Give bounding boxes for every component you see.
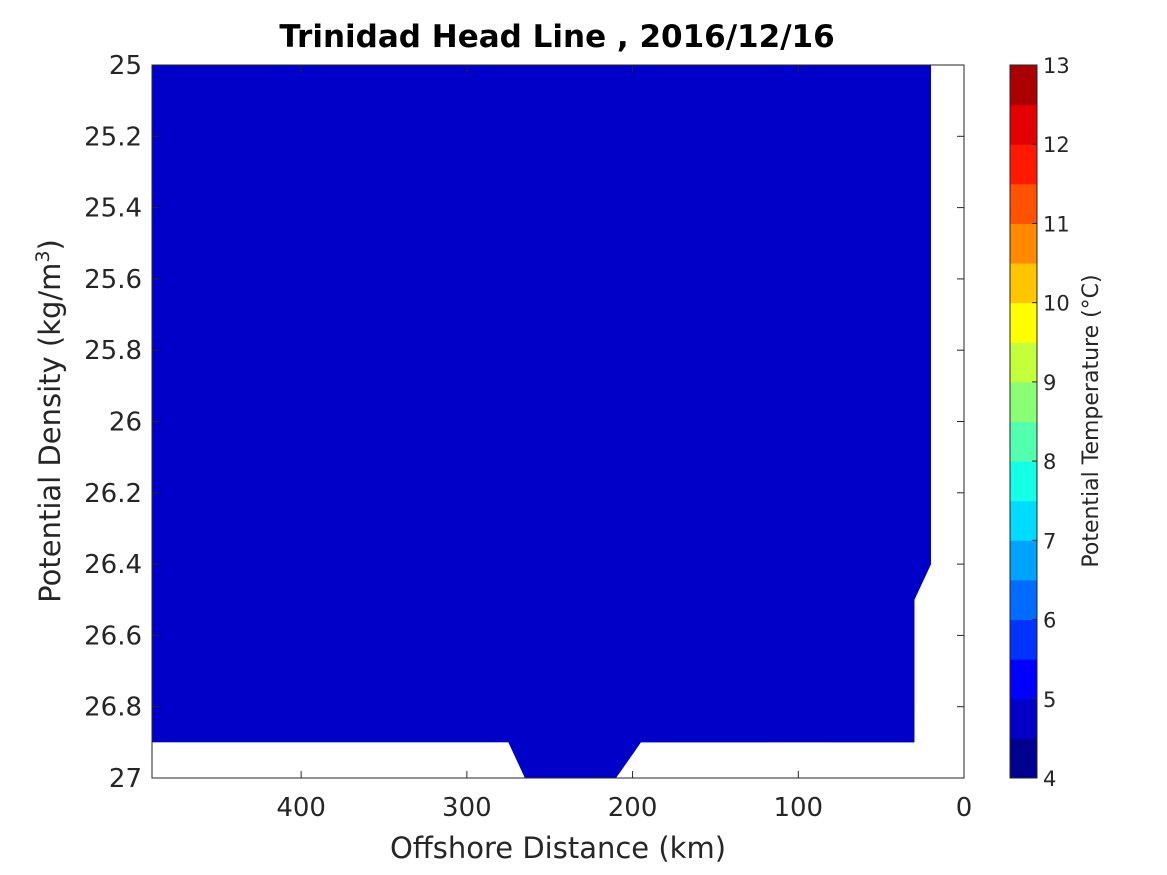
y-tick-label: 26.8 (84, 693, 142, 723)
colorbar-tick-label: 11 (1043, 212, 1070, 236)
x-tick-label: 0 (956, 793, 973, 823)
colorbar-tick-label: 7 (1043, 529, 1056, 553)
colorbar-swatch (1010, 619, 1037, 660)
y-tick-label: 25.2 (84, 122, 142, 152)
colorbar-swatch (1010, 698, 1037, 739)
colorbar-tick-label: 10 (1043, 292, 1070, 316)
colorbar-tick-label: 13 (1043, 54, 1070, 78)
colorbar-swatch (1010, 381, 1037, 422)
y-axis-label-main: Potential Density (kg/m (33, 263, 67, 603)
colorbar-swatch (1010, 540, 1037, 581)
colorbar-swatch (1010, 738, 1037, 779)
colorbar-swatch (1010, 223, 1037, 264)
x-tick-label: 200 (608, 793, 658, 823)
colorbar-frame (1009, 64, 1038, 779)
y-tick-label: 27 (109, 764, 142, 794)
contour-fills (152, 65, 931, 778)
colorbar-ticks: 4 5 6 7 8 9 10 11 12 13 (1032, 54, 1070, 791)
y-tick-label: 26.6 (84, 621, 142, 651)
colorbar-tick-label: 6 (1043, 609, 1056, 633)
y-axis-label-superscript: 3 (32, 250, 54, 262)
colorbar-tick-label: 4 (1043, 767, 1056, 791)
y-tick-label: 26.2 (84, 479, 142, 509)
x-axis: 400 300 200 100 0 (276, 65, 972, 823)
colorbar (1010, 65, 1037, 779)
colorbar-swatch (1010, 500, 1037, 541)
chart-title: Trinidad Head Line , 2016/12/16 (279, 19, 834, 55)
y-axis: 25 25.2 25.4 25.6 25.8 26 26.2 26.4 26.6 26.8 27 (84, 51, 964, 794)
y-tick-label: 25.4 (84, 194, 142, 224)
x-tick-label: 100 (773, 793, 823, 823)
colorbar-tick-label: 8 (1043, 450, 1056, 474)
colorbar-label: Potential Temperature (°C) (1079, 274, 1104, 567)
colorbar-swatch (1010, 421, 1037, 462)
colorbar-swatch (1010, 144, 1037, 185)
x-tick-label: 400 (276, 793, 326, 823)
colorbar-swatch (1010, 461, 1037, 502)
colorbar-swatch (1010, 65, 1037, 106)
colorbar-swatch (1010, 183, 1037, 224)
y-tick-label: 25.8 (84, 336, 142, 366)
colorbar-tick-label: 12 (1043, 133, 1070, 157)
x-tick-label: 300 (442, 793, 492, 823)
colorbar-tick-label: 5 (1043, 688, 1056, 712)
y-tick-label: 26.4 (84, 550, 142, 580)
colorbar-swatch (1010, 263, 1037, 304)
x-axis-label: Offshore Distance (km) (390, 831, 726, 865)
y-axis-label-close: ) (33, 239, 67, 250)
colorbar-tick-label: 9 (1043, 371, 1056, 395)
colorbar-swatch (1010, 302, 1037, 343)
y-axis-label: Potential Density (kg/m3) (32, 239, 67, 603)
colorbar-swatch (1010, 579, 1037, 621)
y-tick-label: 26 (109, 408, 142, 438)
contour-band-5 (152, 65, 931, 778)
y-tick-label: 25 (109, 51, 142, 81)
colorbar-swatch (1010, 342, 1037, 383)
colorbar-swatch (1010, 104, 1037, 145)
y-tick-label: 25.6 (84, 265, 142, 295)
colorbar-swatch (1010, 659, 1037, 700)
